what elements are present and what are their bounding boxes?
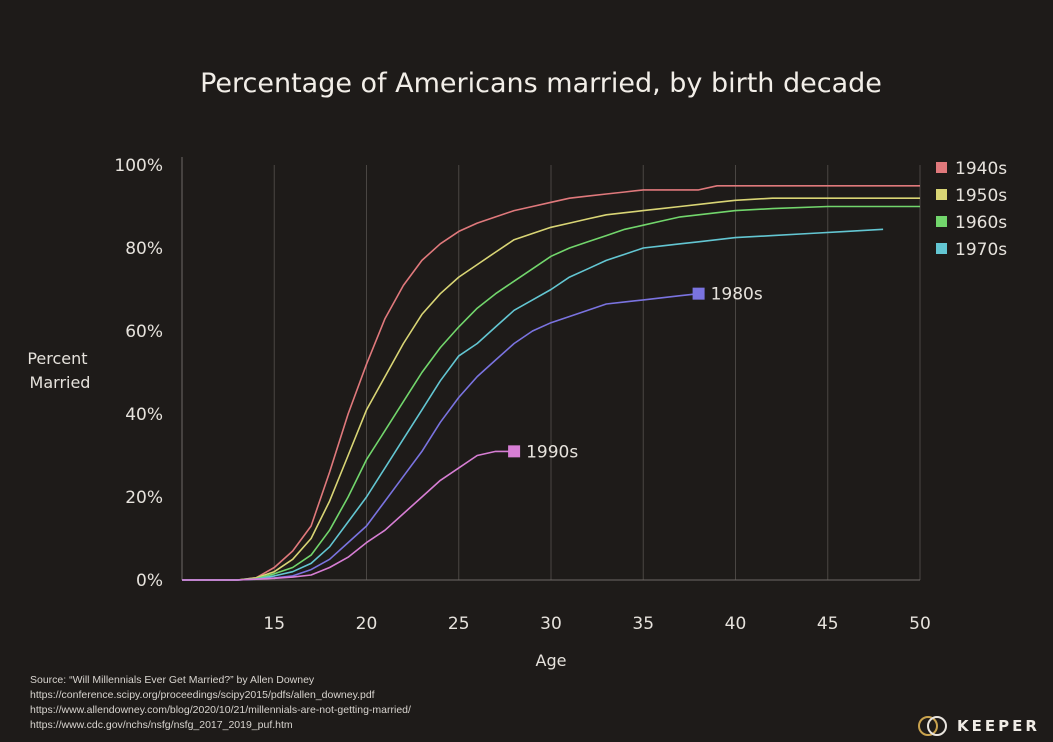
x-tick-label: 30 bbox=[540, 614, 562, 634]
end-label-1990s: 1990s bbox=[526, 442, 578, 462]
x-tick-label: 50 bbox=[909, 614, 931, 634]
source-link-1[interactable]: https://conference.scipy.org/proceedings… bbox=[30, 689, 375, 701]
y-axis-label-line2: Married bbox=[30, 373, 91, 392]
legend-swatch-1950s bbox=[936, 189, 947, 200]
y-tick-label: 40% bbox=[125, 405, 163, 425]
interlocking-rings-icon bbox=[918, 716, 947, 736]
series-line-1940s bbox=[182, 185, 920, 581]
legend-swatch-1940s bbox=[936, 162, 947, 173]
grid-lines bbox=[273, 165, 921, 580]
end-label-1980s: 1980s bbox=[711, 285, 763, 305]
legend-label-1940s: 1940s bbox=[955, 159, 1007, 179]
series-line-1980s bbox=[182, 292, 699, 581]
legend-swatch-1970s bbox=[936, 243, 947, 254]
x-axis-label: Age bbox=[536, 651, 567, 670]
brand-logo: KEEPER bbox=[917, 713, 1040, 739]
series-line-1970s bbox=[182, 228, 884, 581]
end-marker-1980s bbox=[692, 287, 705, 300]
x-tick-label: 15 bbox=[263, 614, 285, 634]
source-citation: Source: “Will Millennials Ever Get Marri… bbox=[30, 674, 315, 686]
x-tick-label: 40 bbox=[725, 614, 747, 634]
series-line-1960s bbox=[182, 205, 920, 581]
y-tick-label: 100% bbox=[114, 156, 163, 176]
x-tick-label: 25 bbox=[448, 614, 470, 634]
source-link-2[interactable]: https://www.allendowney.com/blog/2020/10… bbox=[30, 704, 411, 716]
series-line-1950s bbox=[182, 197, 920, 581]
y-tick-label: 0% bbox=[136, 571, 163, 591]
y-tick-labels: 0% 20% 40% 60% 80% 100% bbox=[114, 156, 163, 591]
series-lines bbox=[182, 185, 920, 581]
legend-label-1950s: 1950s bbox=[955, 186, 1007, 206]
axes bbox=[181, 157, 920, 581]
source-link-3[interactable]: https://www.cdc.gov/nchs/nsfg/nsfg_2017_… bbox=[30, 719, 293, 731]
legend-label-1960s: 1960s bbox=[955, 213, 1007, 233]
x-tick-label: 45 bbox=[817, 614, 839, 634]
y-tick-label: 80% bbox=[125, 239, 163, 259]
y-axis-label-line1: Percent bbox=[27, 349, 87, 368]
y-axis-label: Percent Married bbox=[27, 349, 92, 392]
legend: 1940s 1950s 1960s 1970s bbox=[936, 159, 1007, 260]
x-tick-labels: 15 20 25 30 35 40 45 50 bbox=[263, 614, 930, 634]
chart-title: Percentage of Americans married, by birt… bbox=[200, 68, 882, 99]
brand-name: KEEPER bbox=[957, 717, 1040, 735]
x-tick-label: 20 bbox=[356, 614, 378, 634]
legend-label-1970s: 1970s bbox=[955, 240, 1007, 260]
y-tick-label: 60% bbox=[125, 322, 163, 342]
end-marker-1990s bbox=[508, 445, 521, 458]
legend-swatch-1960s bbox=[936, 216, 947, 227]
source-notes: Source: “Will Millennials Ever Get Marri… bbox=[30, 673, 411, 733]
series-line-1990s bbox=[182, 450, 515, 581]
y-tick-label: 20% bbox=[125, 488, 163, 508]
x-tick-label: 35 bbox=[632, 614, 654, 634]
end-labels: 1980s 1990s bbox=[508, 285, 763, 462]
